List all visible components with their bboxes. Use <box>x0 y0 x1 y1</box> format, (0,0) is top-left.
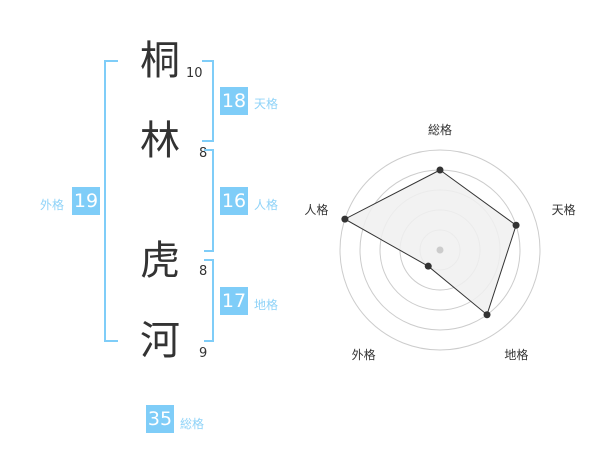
jinkaku-label: 人格 <box>254 198 279 212</box>
radar-axis-label: 人格 <box>304 202 328 217</box>
gaikaku-label: 外格 <box>40 198 65 212</box>
chikaku-bracket <box>204 259 214 342</box>
radar-point <box>341 215 349 223</box>
radar-point <box>483 311 491 319</box>
stroke-count-4: 9 <box>199 346 208 361</box>
gaikaku-bracket <box>104 60 118 342</box>
radar-center <box>436 246 444 254</box>
name-char-1: 桐 <box>140 38 180 84</box>
radar-axis-label: 外格 <box>352 347 376 362</box>
radar-point <box>424 262 432 270</box>
chikaku-label: 地格 <box>254 298 279 312</box>
tenkaku-label: 天格 <box>254 97 279 111</box>
soukaku-value: 35 <box>146 405 174 433</box>
gaikaku-value: 19 <box>72 187 100 215</box>
radar-point <box>436 166 444 174</box>
chikaku-value: 17 <box>220 287 248 315</box>
radar-point <box>512 221 520 229</box>
jinkaku-bracket <box>204 149 214 252</box>
stroke-count-3: 8 <box>199 264 208 279</box>
name-char-4: 河 <box>140 318 180 364</box>
radar-axis-label: 総格 <box>428 122 452 137</box>
radar-polygon <box>343 169 517 316</box>
stroke-count-2: 8 <box>199 146 208 161</box>
name-char-3: 虎 <box>140 238 180 284</box>
jinkaku-value: 16 <box>220 187 248 215</box>
tenkaku-bracket <box>202 60 214 142</box>
stroke-count-1: 10 <box>186 66 203 81</box>
name-char-2: 林 <box>140 118 180 164</box>
tenkaku-value: 18 <box>220 87 248 115</box>
soukaku-label: 総格 <box>180 417 205 431</box>
radar-grid-ring <box>339 149 541 351</box>
radar-axis-label: 天格 <box>552 202 576 217</box>
radar-axis-label: 地格 <box>504 347 528 362</box>
